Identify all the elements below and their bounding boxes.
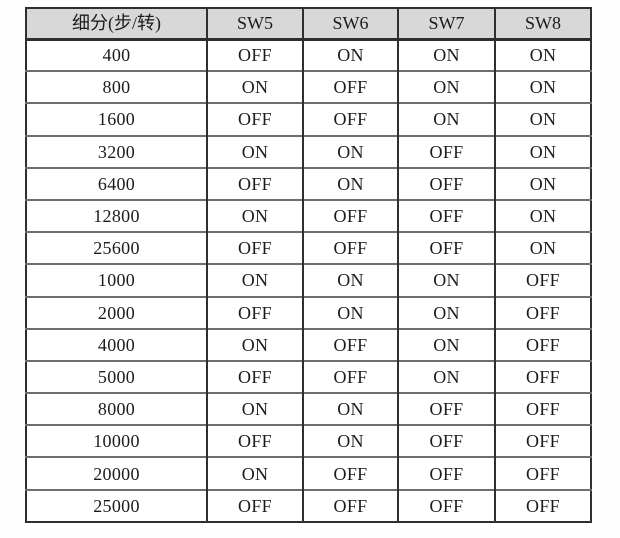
- switch-state-cell: OFF: [206, 39, 303, 72]
- switch-state-cell: ON: [302, 166, 398, 200]
- header-cell: SW8: [494, 8, 591, 41]
- switch-state-cell: ON: [494, 166, 591, 200]
- microstep-value-cell: 8000: [26, 392, 207, 426]
- switch-state-cell: OFF: [397, 488, 495, 522]
- switch-state-cell: OFF: [302, 102, 398, 136]
- switch-state-cell: ON: [302, 424, 398, 458]
- microstep-value-cell: 10000: [26, 424, 207, 458]
- switch-state-cell: OFF: [302, 70, 398, 104]
- switch-state-cell: ON: [494, 134, 591, 168]
- table-row: 1600 OFF OFF ON ON: [26, 102, 591, 136]
- table-body: 400 OFF ON ON ON 800 ON OFF ON ON 1600 OFF OFF ON ON 32…: [26, 39, 591, 522]
- table-row: 25600 OFF OFF OFF ON: [26, 231, 591, 265]
- switch-state-cell: OFF: [494, 488, 591, 522]
- table-row: 3200 ON ON OFF ON: [26, 134, 591, 168]
- microstep-value-cell: 25600: [26, 231, 207, 265]
- microstep-value-cell: 800: [26, 70, 207, 104]
- microstep-value-cell: 12800: [26, 198, 207, 233]
- switch-state-cell: OFF: [397, 424, 495, 458]
- microstep-value-cell: 20000: [26, 456, 207, 490]
- table-row: 5000 OFF OFF ON OFF: [26, 359, 591, 394]
- switch-state-cell: ON: [206, 198, 303, 233]
- switch-state-cell: ON: [206, 70, 303, 104]
- switch-state-cell: ON: [302, 392, 398, 426]
- switch-state-cell: ON: [397, 70, 495, 104]
- switch-state-cell: ON: [494, 198, 591, 233]
- table-row: 2000 OFF ON ON OFF: [26, 295, 591, 329]
- table-row: 12800 ON OFF OFF ON: [26, 198, 591, 233]
- switch-state-cell: ON: [494, 102, 591, 136]
- microstep-value-cell: 3200: [26, 134, 207, 168]
- header-cell: 细分(步/转): [26, 8, 207, 41]
- switch-state-cell: ON: [397, 263, 495, 297]
- table-row: 4000 ON OFF ON OFF: [26, 327, 591, 361]
- microstep-value-cell: 25000: [26, 488, 207, 522]
- switch-state-cell: ON: [302, 134, 398, 168]
- switch-state-cell: OFF: [302, 198, 398, 233]
- switch-state-cell: ON: [494, 231, 591, 265]
- switch-state-cell: OFF: [206, 102, 303, 136]
- microstep-value-cell: 4000: [26, 327, 207, 361]
- switch-state-cell: OFF: [494, 359, 591, 394]
- switch-state-cell: OFF: [397, 456, 495, 490]
- switch-state-cell: OFF: [494, 456, 591, 490]
- switch-state-cell: OFF: [206, 166, 303, 200]
- microstep-table: 细分(步/转) SW5 SW6 SW7 SW8 400 OFF ON ON ON 800 ON OFF…: [25, 7, 592, 523]
- header-cell: SW5: [206, 8, 303, 41]
- switch-state-cell: OFF: [302, 456, 398, 490]
- switch-state-cell: OFF: [494, 327, 591, 361]
- switch-state-cell: OFF: [302, 488, 398, 522]
- microstep-value-cell: 5000: [26, 359, 207, 394]
- table-row: 400 OFF ON ON ON: [26, 39, 591, 72]
- switch-state-cell: OFF: [397, 134, 495, 168]
- microstep-value-cell: 1600: [26, 102, 207, 136]
- switch-state-cell: OFF: [302, 327, 398, 361]
- switch-state-cell: OFF: [397, 166, 495, 200]
- switch-state-cell: OFF: [206, 295, 303, 329]
- switch-state-cell: OFF: [397, 392, 495, 426]
- table-row: 8000 ON ON OFF OFF: [26, 392, 591, 426]
- switch-state-cell: OFF: [302, 231, 398, 265]
- table-row: 20000 ON OFF OFF OFF: [26, 456, 591, 490]
- table-row: 800 ON OFF ON ON: [26, 70, 591, 104]
- switch-state-cell: ON: [206, 456, 303, 490]
- microstep-value-cell: 6400: [26, 166, 207, 200]
- switch-state-cell: ON: [397, 327, 495, 361]
- switch-state-cell: ON: [397, 359, 495, 394]
- switch-state-cell: OFF: [494, 295, 591, 329]
- switch-state-cell: OFF: [494, 392, 591, 426]
- switch-state-cell: OFF: [302, 359, 398, 394]
- switch-state-cell: OFF: [206, 359, 303, 394]
- switch-state-cell: ON: [206, 327, 303, 361]
- switch-state-cell: OFF: [397, 198, 495, 233]
- switch-state-cell: OFF: [206, 424, 303, 458]
- switch-state-cell: ON: [206, 392, 303, 426]
- switch-state-cell: ON: [302, 39, 398, 72]
- switch-state-cell: OFF: [494, 424, 591, 458]
- switch-state-cell: OFF: [206, 231, 303, 265]
- header-cell: SW7: [397, 8, 495, 41]
- microstep-value-cell: 2000: [26, 295, 207, 329]
- switch-state-cell: ON: [206, 134, 303, 168]
- switch-state-cell: OFF: [397, 231, 495, 265]
- table-row: 25000 OFF OFF OFF OFF: [26, 488, 591, 522]
- switch-state-cell: ON: [494, 70, 591, 104]
- switch-state-cell: OFF: [206, 488, 303, 522]
- switch-state-cell: ON: [397, 102, 495, 136]
- microstep-value-cell: 1000: [26, 263, 207, 297]
- table-header-row: 细分(步/转) SW5 SW6 SW7 SW8: [26, 8, 591, 41]
- switch-state-cell: ON: [397, 295, 495, 329]
- table-row: 10000 OFF ON OFF OFF: [26, 424, 591, 458]
- switch-state-cell: OFF: [494, 263, 591, 297]
- switch-state-cell: ON: [206, 263, 303, 297]
- switch-state-cell: ON: [494, 39, 591, 72]
- switch-state-cell: ON: [397, 39, 495, 72]
- switch-state-cell: ON: [302, 263, 398, 297]
- table-row: 6400 OFF ON OFF ON: [26, 166, 591, 200]
- header-cell: SW6: [302, 8, 398, 41]
- microstep-value-cell: 400: [102, 45, 131, 66]
- table-row: 1000 ON ON ON OFF: [26, 263, 591, 297]
- switch-state-cell: ON: [302, 295, 398, 329]
